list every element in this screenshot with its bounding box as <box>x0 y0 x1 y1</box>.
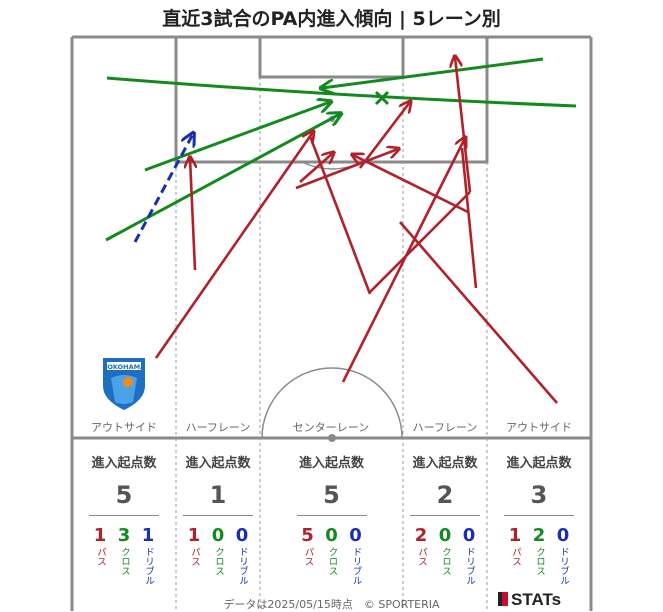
cross-arrow <box>106 76 577 108</box>
brand-logo: STATs <box>498 590 561 610</box>
dribble-label: ドリブル <box>350 547 362 585</box>
pass-arrow <box>369 57 472 293</box>
stat-header: 進入起点数 <box>506 456 572 471</box>
pass-count: 5 <box>301 525 314 546</box>
stat-total: 5 <box>115 481 133 509</box>
brand-name: STATs <box>511 590 562 609</box>
pass-arrow <box>341 138 465 383</box>
cross-end-x-mark <box>374 90 390 106</box>
lane-stats-halflane-left: 進入起点数 1 1 パス 0 クロス 0 ドリブル <box>176 452 260 585</box>
pass-arrow <box>154 132 313 359</box>
pass-label: パス <box>189 547 200 566</box>
cross-label: クロス <box>326 547 338 576</box>
pass-label: パス <box>416 547 427 566</box>
pass-label: パス <box>510 547 521 566</box>
cross-count: 2 <box>532 525 546 546</box>
dribble-label: ドリブル <box>558 547 569 585</box>
stat-header: 進入起点数 <box>91 456 157 471</box>
dribble-count: 0 <box>235 525 249 546</box>
pass-count: 1 <box>187 525 201 546</box>
pass-arrow <box>460 147 478 289</box>
stat-total: 5 <box>323 481 340 509</box>
cross-count: 0 <box>438 525 452 546</box>
cross-label: クロス <box>440 547 451 576</box>
cross-count: 0 <box>211 525 225 546</box>
stat-header: 進入起点数 <box>185 456 251 471</box>
pass-count: 1 <box>508 525 522 546</box>
stat-total: 1 <box>209 481 227 509</box>
stat-header: 進入起点数 <box>298 456 364 471</box>
pass-arrow <box>353 155 469 214</box>
pass-label: パス <box>302 547 314 566</box>
stat-divider <box>504 515 574 516</box>
lane-label-halflane-right: ハーフレーン <box>413 421 478 434</box>
lane-label-outside-right: アウトサイド <box>506 421 572 434</box>
stat-divider <box>183 515 253 516</box>
lane-label-outside-left: アウトサイド <box>91 421 157 434</box>
team-logo: YOKOHAMA <box>102 358 145 410</box>
dribble-label: ドリブル <box>237 547 248 585</box>
cross-label: クロス <box>213 547 224 576</box>
dribble-arrow <box>133 134 193 243</box>
cross-arrow <box>322 57 544 88</box>
centre-circle <box>261 367 403 439</box>
pass-count: 2 <box>414 525 428 546</box>
footer-credit: データは2025/05/15時点 © SPORTERIA <box>223 598 440 611</box>
pass-arrow <box>190 158 195 271</box>
pass-count: 1 <box>93 525 107 546</box>
goal-area <box>258 35 405 79</box>
pass-arrow <box>295 149 398 190</box>
lane-label-halflane-left: ハーフレーン <box>186 421 251 434</box>
stat-divider <box>410 515 480 516</box>
lane-stats-outside-left: 進入起点数 5 1 パス 3 クロス 1 ドリブル <box>72 452 176 585</box>
team-logo-text: YOKOHAMA <box>102 363 145 371</box>
dribble-count: 0 <box>462 525 476 546</box>
dribble-count: 0 <box>556 525 570 546</box>
dribble-count: 1 <box>141 525 155 546</box>
stat-total: 2 <box>436 481 454 509</box>
cross-count: 3 <box>117 525 131 546</box>
lane-stats-outside-right: 進入起点数 3 1 パス 2 クロス 0 ドリブル <box>487 452 591 585</box>
pass-arrow <box>358 102 410 169</box>
lane-stats-halflane-right: 進入起点数 2 2 パス 0 クロス 0 ドリブル <box>403 452 487 585</box>
cross-label: クロス <box>119 547 130 576</box>
pass-arrow <box>399 221 558 404</box>
lane-label-center: センターレーン <box>293 421 369 434</box>
cross-label: クロス <box>534 547 545 576</box>
chart-title: 直近3試合のPA内進入傾向 | 5レーン別 <box>162 8 501 30</box>
lane-stats-center: 進入起点数 5 5 パス 0 クロス 0 ドリブル <box>260 452 403 585</box>
dribble-count: 0 <box>349 525 362 546</box>
cross-count: 0 <box>325 525 338 546</box>
stat-divider <box>296 515 367 516</box>
stat-total: 3 <box>530 481 548 509</box>
cross-arrow <box>105 114 340 242</box>
brand-mark-icon <box>498 592 508 606</box>
cross-arrow <box>144 102 330 172</box>
dribble-label: ドリブル <box>464 547 475 585</box>
pass-arrow <box>308 135 372 295</box>
pass-arrow <box>299 153 333 183</box>
pass-label: パス <box>95 547 106 566</box>
stat-divider <box>89 515 159 516</box>
centre-spot <box>328 434 336 442</box>
dribble-label: ドリブル <box>143 547 154 585</box>
stat-header: 進入起点数 <box>412 456 478 471</box>
